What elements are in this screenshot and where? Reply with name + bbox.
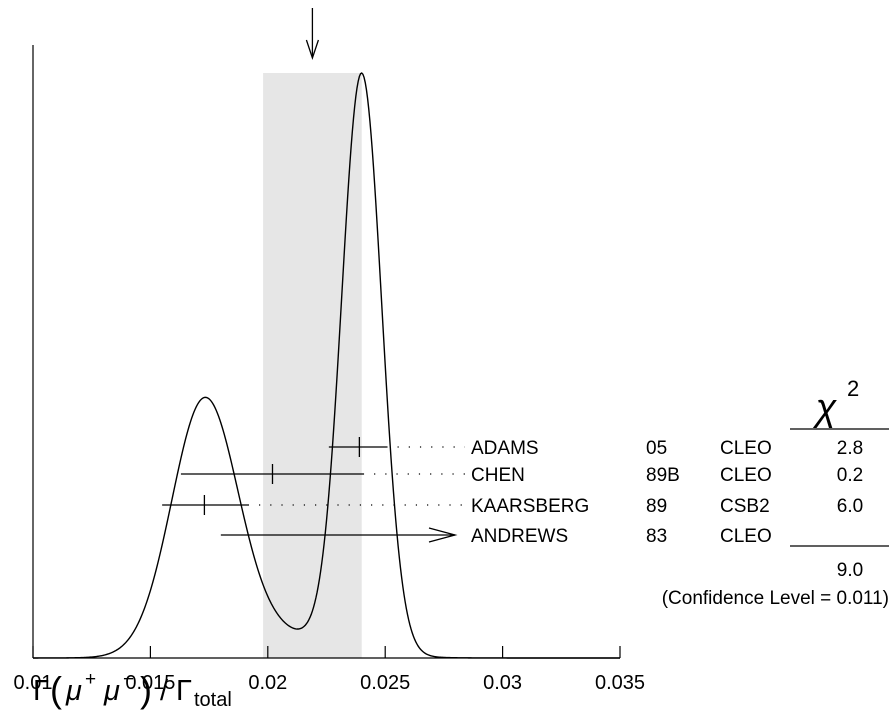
xlabel-slash: /: [160, 675, 169, 707]
measurement-author: ADAMS: [471, 438, 539, 459]
limit-arrowhead: [428, 527, 458, 543]
x-tick-label: 0.02: [248, 672, 287, 694]
measurement-experiment: CLEO: [720, 465, 772, 486]
x-tick-label: 0.025: [360, 672, 410, 694]
x-tick-label: 0.015: [125, 672, 175, 694]
measurement-chi2: 0.2: [837, 465, 863, 486]
xlabel-gamma: Γ: [33, 675, 49, 707]
measurement-year: 05: [646, 438, 667, 459]
measurement-author: CHEN: [471, 465, 525, 486]
chi2-header: χ 2: [790, 376, 889, 430]
xlabel-plus: +: [85, 669, 96, 690]
x-tick-label: 0.035: [595, 672, 645, 694]
confidence-level: (Confidence Level = 0.011): [662, 588, 889, 609]
measurement-author: ANDREWS: [471, 526, 568, 547]
measurement-author: KAARSBERG: [471, 496, 589, 517]
measurement-chi2: 2.8: [837, 438, 863, 459]
xlabel-close-paren: ): [140, 669, 152, 710]
chi2-symbol: χ: [813, 387, 838, 429]
measurement-kaarsberg: KAARSBERG 89 CSB2 6.0: [162, 495, 863, 517]
average-error-band: [263, 73, 362, 658]
x-ticks: [32, 646, 621, 658]
measurement-experiment: CSB2: [720, 496, 770, 517]
measurement-year: 89: [646, 496, 667, 517]
x-tick-label: 0.03: [483, 672, 522, 694]
x-tick-label: 0.01: [14, 672, 53, 694]
measurement-experiment: CLEO: [720, 438, 772, 459]
x-axis-label: Γ ( μ + μ − ) / Γ total: [33, 669, 232, 710]
measurement-adams: ADAMS 05 CLEO 2.8: [328, 437, 863, 459]
xlabel-gamma-total: Γ: [176, 675, 192, 707]
x-tick-labels: 0.01 0.015 0.02 0.025 0.03 0.035: [14, 672, 646, 694]
xlabel-minus: −: [123, 669, 134, 690]
xlabel-subscript-total: total: [194, 689, 232, 710]
measurement-chen: CHEN 89B CLEO 0.2: [180, 464, 863, 486]
measurement-year: 83: [646, 526, 667, 547]
chi2-total: 9.0: [837, 560, 863, 581]
average-arrow: [305, 8, 320, 61]
measurement-year: 89B: [646, 465, 680, 486]
measurement-chi2: 6.0: [837, 496, 863, 517]
chi2-exponent: 2: [847, 376, 859, 401]
measurement-andrews: ANDREWS 83 CLEO: [220, 526, 772, 547]
xlabel-mu-minus: μ: [103, 675, 120, 707]
measurements: ADAMS 05 CLEO 2.8 CHEN 89B CLEO 0.2 KAARSBERG 89 C…: [162, 437, 863, 547]
xlabel-open-paren: (: [50, 669, 62, 710]
xlabel-mu-plus: μ: [65, 675, 82, 707]
measurement-experiment: CLEO: [720, 526, 772, 547]
